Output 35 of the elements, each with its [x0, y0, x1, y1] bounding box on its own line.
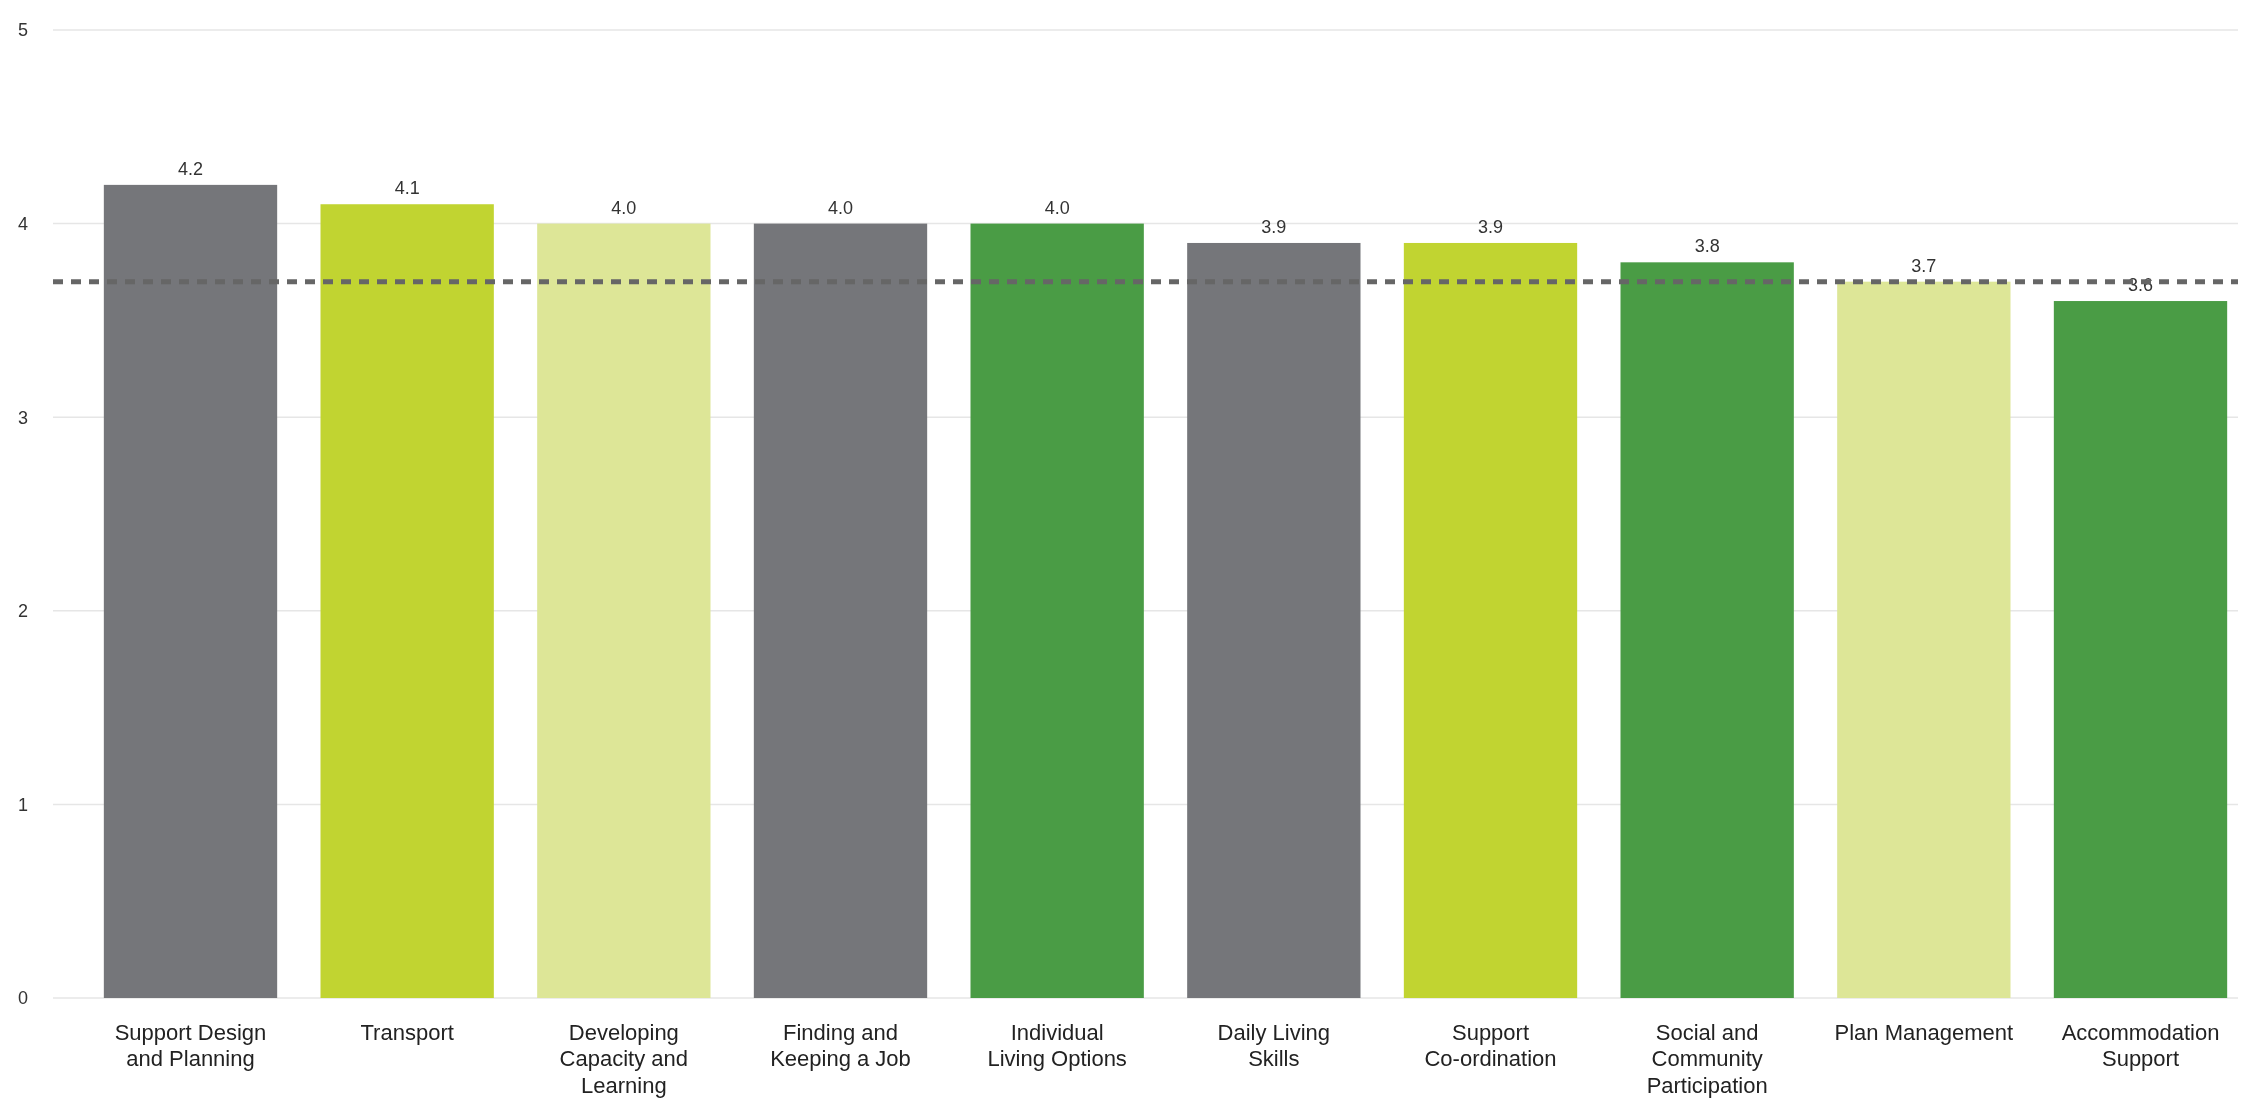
y-tick-label: 2	[17, 601, 29, 622]
x-tick-label: Transport	[360, 1020, 454, 1045]
bar	[1837, 281, 2011, 998]
y-tick-label: 5	[17, 20, 29, 41]
data-label: 3.9	[1261, 216, 1287, 237]
bar	[320, 204, 494, 998]
data-label: 4.0	[1044, 197, 1070, 218]
bar	[103, 184, 278, 998]
y-tick-label: 1	[17, 794, 29, 815]
x-tick-label: Developing Capacity and Learning	[559, 1020, 689, 1098]
x-tick-label: Social and Community Participation	[1646, 1020, 1768, 1098]
data-label: 4.2	[177, 158, 204, 179]
bar	[2053, 301, 2228, 998]
data-label: 4.0	[611, 197, 637, 218]
bar	[537, 223, 711, 998]
y-tick-label: 0	[17, 988, 29, 1009]
y-tick-label: 3	[17, 407, 29, 428]
x-tick-label: Individual Living Options	[987, 1020, 1127, 1072]
bar	[753, 223, 928, 998]
data-label: 3.9	[1477, 216, 1504, 237]
x-tick-label: Daily Living Skills	[1217, 1020, 1331, 1072]
x-tick-label: Support Co-ordination	[1424, 1020, 1557, 1072]
data-label: 3.7	[1911, 255, 1937, 276]
data-label: 4.1	[394, 178, 420, 199]
data-label: 4.0	[827, 197, 854, 218]
y-tick-label: 4	[17, 213, 29, 234]
x-tick-label: Finding and Keeping a Job	[770, 1020, 911, 1072]
x-tick-label: Accommodation Support	[2061, 1020, 2220, 1072]
x-tick-label: Plan Management	[1834, 1020, 2014, 1045]
bar	[1403, 242, 1578, 998]
bar	[1620, 262, 1794, 998]
bar	[1187, 242, 1361, 998]
data-label: 3.8	[1694, 236, 1720, 257]
x-tick-label: Support Design and Planning	[114, 1020, 267, 1072]
bar	[970, 223, 1144, 998]
